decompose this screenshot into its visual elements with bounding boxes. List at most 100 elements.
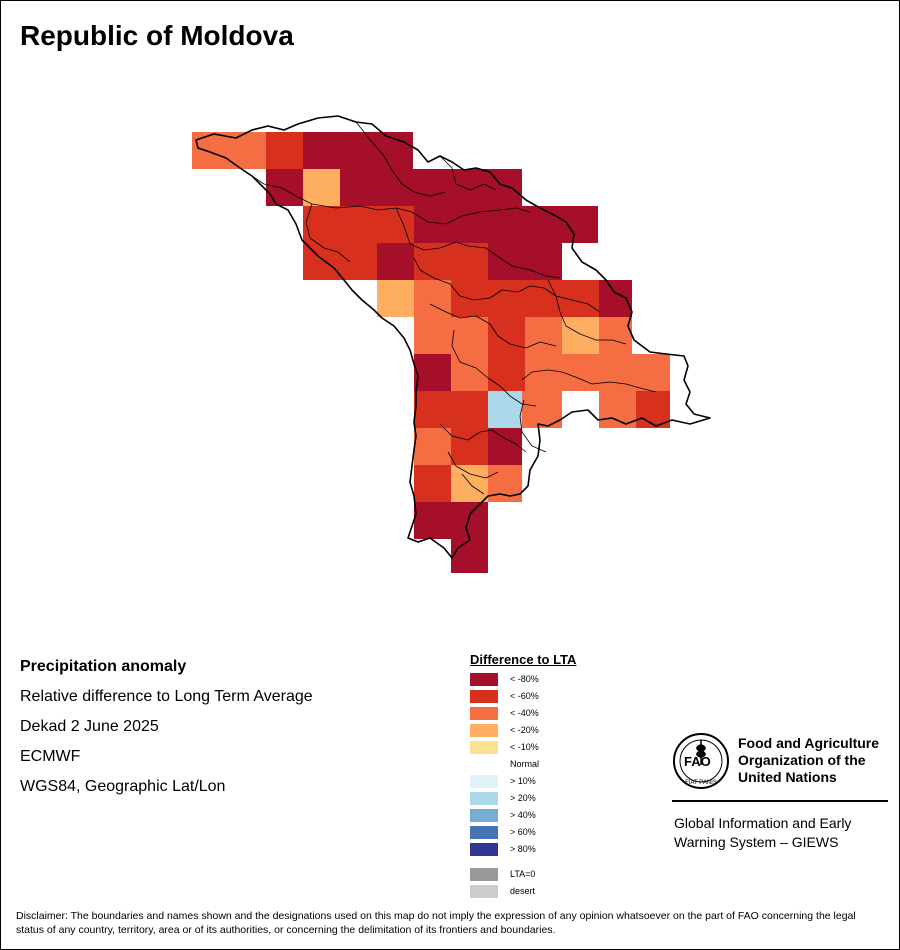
grid-cell bbox=[525, 243, 562, 280]
legend-label: < -20% bbox=[510, 725, 539, 735]
grid-cell bbox=[414, 539, 451, 573]
legend-item: > 40% bbox=[470, 807, 576, 824]
projection-label: WGS84, Geographic Lat/Lon bbox=[20, 778, 226, 795]
legend-item: > 10% bbox=[470, 773, 576, 790]
legend-item: > 60% bbox=[470, 824, 576, 841]
legend-item: < -60% bbox=[470, 688, 576, 705]
grid-cell bbox=[340, 169, 377, 206]
legend-items: < -80% < -60% < -40% < -20% < -10% Normal > 10… bbox=[470, 671, 576, 858]
grid-cell bbox=[303, 169, 340, 206]
grid-cell bbox=[451, 502, 488, 539]
grid-cell bbox=[562, 317, 599, 354]
grid-cell bbox=[266, 169, 303, 206]
grid-cell bbox=[414, 169, 451, 206]
grid-cell bbox=[562, 354, 599, 391]
period-label: Dekad 2 June 2025 bbox=[20, 718, 159, 735]
grid-cell bbox=[303, 206, 340, 243]
legend-swatch bbox=[470, 707, 498, 720]
legend-item: Normal bbox=[470, 756, 576, 773]
legend-item: > 80% bbox=[470, 841, 576, 858]
grid-cell bbox=[488, 206, 525, 243]
legend-swatch bbox=[470, 826, 498, 839]
legend-swatch bbox=[470, 673, 498, 686]
grid-cell bbox=[340, 243, 377, 280]
legend-swatch bbox=[470, 843, 498, 856]
grid-cell bbox=[451, 317, 488, 354]
legend-item: > 20% bbox=[470, 790, 576, 807]
legend-item: desert bbox=[470, 883, 576, 900]
legend-swatch bbox=[470, 885, 498, 898]
grid-cell bbox=[377, 280, 414, 317]
legend-label: LTA=0 bbox=[510, 869, 536, 879]
grid-cell bbox=[562, 280, 599, 317]
svg-text:FAO: FAO bbox=[684, 754, 711, 769]
grid-cell bbox=[377, 206, 414, 243]
legend-item: LTA=0 bbox=[470, 866, 576, 883]
grid-cell bbox=[414, 502, 451, 539]
legend-label: > 20% bbox=[510, 793, 536, 803]
legend-item: < -20% bbox=[470, 722, 576, 739]
country-border bbox=[195, 115, 711, 559]
grid-cell bbox=[414, 354, 451, 391]
legend-label: < -40% bbox=[510, 708, 539, 718]
grid-cell bbox=[488, 354, 525, 391]
legend-label: > 80% bbox=[510, 844, 536, 854]
legend-swatch bbox=[470, 690, 498, 703]
grid-cell bbox=[414, 280, 451, 317]
grid-cell bbox=[451, 169, 488, 206]
legend-item: < -80% bbox=[470, 671, 576, 688]
legend-label: < -80% bbox=[510, 674, 539, 684]
grid-cell bbox=[525, 317, 562, 354]
legend: Difference to LTA < -80% < -60% < -40% < -2… bbox=[470, 652, 576, 900]
fao-logo: FAO FIAT PANIS Food and Agriculture Orga… bbox=[672, 732, 879, 795]
legend-swatch bbox=[470, 741, 498, 754]
org-name: Food and Agriculture Organization of the… bbox=[738, 735, 880, 785]
grid-cell bbox=[451, 243, 488, 280]
legend-swatch bbox=[470, 775, 498, 788]
grid-cell bbox=[488, 317, 525, 354]
grid-cell bbox=[414, 391, 451, 428]
legend-label: < -10% bbox=[510, 742, 539, 752]
grid-cell bbox=[266, 132, 303, 169]
giews-label: Global Information and Early Warning Sys… bbox=[674, 815, 852, 850]
legend-swatch bbox=[470, 758, 498, 771]
grid-cell bbox=[414, 206, 451, 243]
grid-cell bbox=[377, 132, 413, 169]
org-divider bbox=[672, 800, 888, 802]
grid-cell bbox=[340, 206, 377, 243]
legend-label: > 40% bbox=[510, 810, 536, 820]
grid-cell bbox=[636, 391, 670, 428]
legend-item: < -10% bbox=[470, 739, 576, 756]
grid-cell bbox=[599, 317, 632, 354]
source-label: ECMWF bbox=[20, 748, 81, 765]
map-title: Republic of Moldova bbox=[20, 20, 294, 51]
grid-cell bbox=[303, 243, 340, 280]
anomaly-grid bbox=[192, 132, 670, 573]
grid-cell bbox=[488, 243, 525, 280]
legend-label: > 60% bbox=[510, 827, 536, 837]
grid-cell bbox=[488, 465, 522, 502]
grid-cell bbox=[562, 391, 599, 409]
grid-cell bbox=[525, 206, 562, 243]
grid-cell bbox=[636, 354, 670, 391]
legend-title: Difference to LTA bbox=[470, 652, 577, 667]
grid-cell bbox=[488, 391, 522, 428]
grid-cell bbox=[414, 465, 451, 502]
legend-swatch bbox=[470, 809, 498, 822]
legend-label: desert bbox=[510, 886, 536, 896]
grid-cell bbox=[192, 132, 229, 169]
legend-extra: LTA=0 desert bbox=[470, 866, 576, 900]
grid-cell bbox=[451, 428, 488, 465]
legend-swatch bbox=[470, 868, 498, 881]
legend-swatch bbox=[470, 724, 498, 737]
grid-cell bbox=[451, 539, 488, 573]
grid-cell bbox=[377, 243, 414, 280]
legend-label: < -60% bbox=[510, 691, 539, 701]
grid-cell bbox=[451, 391, 488, 428]
grid-cell bbox=[340, 132, 377, 169]
grid-cell bbox=[525, 354, 562, 391]
grid-cell bbox=[488, 280, 525, 317]
admin-boundaries bbox=[251, 121, 657, 495]
legend-label: > 10% bbox=[510, 776, 536, 786]
variable-label: Precipitation anomaly bbox=[20, 658, 187, 675]
